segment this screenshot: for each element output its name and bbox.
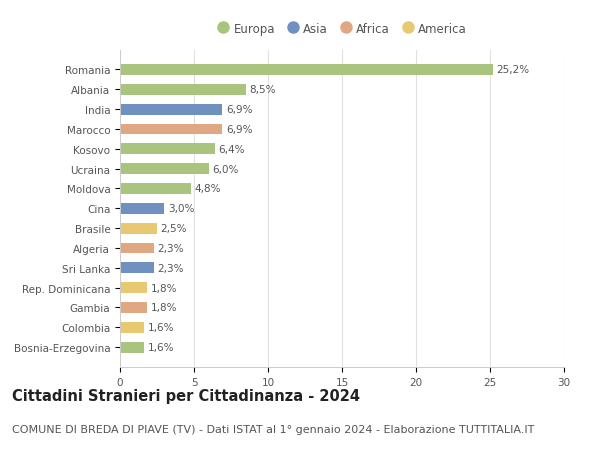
Text: 4,8%: 4,8% — [195, 184, 221, 194]
Text: 8,5%: 8,5% — [250, 85, 276, 95]
Bar — [120, 164, 209, 175]
Text: 2,3%: 2,3% — [158, 263, 184, 273]
Text: 2,5%: 2,5% — [161, 224, 187, 234]
Bar — [120, 342, 143, 353]
Text: 1,8%: 1,8% — [151, 303, 177, 313]
Text: 6,4%: 6,4% — [218, 145, 245, 155]
Bar — [120, 105, 222, 115]
Bar — [120, 302, 146, 313]
Bar — [120, 243, 154, 254]
Text: Cittadini Stranieri per Cittadinanza - 2024: Cittadini Stranieri per Cittadinanza - 2… — [12, 388, 360, 403]
Text: COMUNE DI BREDA DI PIAVE (TV) - Dati ISTAT al 1° gennaio 2024 - Elaborazione TUT: COMUNE DI BREDA DI PIAVE (TV) - Dati IST… — [12, 425, 535, 435]
Bar — [120, 184, 191, 195]
Bar — [120, 322, 143, 333]
Bar — [120, 84, 246, 95]
Text: 6,9%: 6,9% — [226, 105, 253, 115]
Bar — [120, 65, 493, 76]
Text: 25,2%: 25,2% — [497, 65, 530, 75]
Legend: Europa, Asia, Africa, America: Europa, Asia, Africa, America — [212, 18, 472, 41]
Text: 6,0%: 6,0% — [212, 164, 239, 174]
Text: 1,6%: 1,6% — [148, 323, 174, 333]
Bar — [120, 203, 164, 214]
Bar — [120, 223, 157, 234]
Text: 1,8%: 1,8% — [151, 283, 177, 293]
Bar — [120, 144, 215, 155]
Text: 1,6%: 1,6% — [148, 342, 174, 353]
Bar — [120, 283, 146, 293]
Text: 6,9%: 6,9% — [226, 125, 253, 134]
Text: 3,0%: 3,0% — [168, 204, 194, 214]
Text: 2,3%: 2,3% — [158, 243, 184, 253]
Bar — [120, 124, 222, 135]
Bar — [120, 263, 154, 274]
